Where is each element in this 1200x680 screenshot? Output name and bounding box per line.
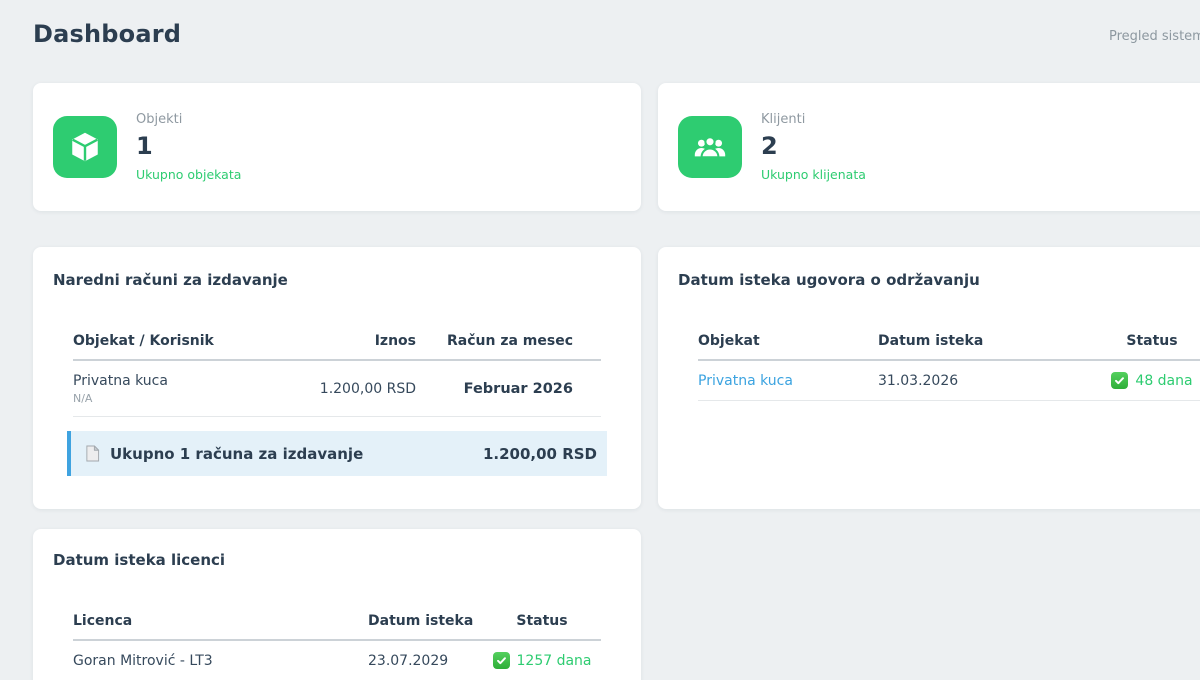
summary-total: 1.200,00 RSD [482,444,597,463]
table-row: Goran Mitrović - LT3 23.07.2029 1257 dan… [73,641,601,680]
invoice-user: N/A [73,392,93,406]
card-title: Datum isteka ugovora o održavanju [678,271,980,289]
invoice-object: Privatna kuca [73,373,168,389]
column-header: Objekat / Korisnik [73,333,214,349]
upcoming-invoices-card: Naredni računi za izdavanje Objekat / Ko… [33,247,641,509]
card-title: Datum isteka licenci [53,551,226,569]
contract-object-link[interactable]: Privatna kuca [698,372,793,389]
invoice-month: Februar 2026 [463,380,573,397]
topbar: Dashboard Pregled sistema [33,0,1200,83]
page-title: Dashboard [33,20,182,48]
column-header: Status [516,613,568,629]
column-header: Datum isteka [368,613,474,629]
page-subtitle: Pregled sistema [1109,29,1200,44]
contracts-table: Objekat Datum isteka Status Privatna kuc… [698,333,1200,401]
cube-icon [53,116,117,178]
column-header: Licenca [73,613,133,629]
contract-status: 48 dana [1078,372,1200,389]
column-header: Iznos [374,333,416,349]
status-badge: 48 dana [1111,372,1193,389]
stat-label: Klijenti [761,112,806,128]
license-status: 1257 dana [483,652,601,669]
table-header-row: Objekat Datum isteka Status [698,333,1200,361]
invoices-table: Objekat / Korisnik Iznos Račun za mesec … [73,333,601,418]
license-expiry-date: 23.07.2029 [368,652,449,669]
column-header: Status [1126,333,1178,349]
invoice-amount: 1.200,00 RSD [319,380,416,397]
column-header: Datum isteka [878,333,984,349]
invoices-summary-bar: Ukupno 1 računa za izdavanje 1.200,00 RS… [67,431,607,477]
status-days: 1257 dana [516,652,592,669]
stat-card-clients: Klijenti 2 Ukupno klijenata [658,83,1200,211]
column-header: Račun za mesec [446,333,573,349]
contract-expiry-date: 31.03.2026 [878,372,959,389]
maintenance-contracts-card: Datum isteka ugovora o održavanju Objeka… [658,247,1200,509]
table-row: Privatna kuca 31.03.2026 48 dana [698,361,1200,401]
stat-card-objects: Objekti 1 Ukupno objekata [33,83,641,211]
summary-label: Ukupno 1 računa za izdavanje [110,444,364,463]
check-icon [1111,372,1129,389]
stat-label: Objekti [136,112,183,128]
table-header-row: Licenca Datum isteka Status [73,613,601,641]
status-days: 48 dana [1135,372,1193,389]
table-row: Privatna kuca N/A 1.200,00 RSD Februar 2… [73,361,601,418]
status-badge: 1257 dana [492,652,592,669]
column-header: Objekat [698,333,760,349]
users-icon [678,116,742,178]
stat-value: 1 [136,132,153,161]
card-title: Naredni računi za izdavanje [53,271,288,289]
file-icon [85,445,100,462]
stat-caption: Ukupno objekata [136,166,242,182]
check-icon [492,652,510,669]
license-name: Goran Mitrović - LT3 [73,652,213,669]
licenses-table: Licenca Datum isteka Status Goran Mitrov… [73,613,601,680]
stat-caption: Ukupno klijenata [761,166,866,182]
table-header-row: Objekat / Korisnik Iznos Račun za mesec [73,333,601,361]
licenses-card: Datum isteka licenci Licenca Datum istek… [33,529,641,680]
stat-value: 2 [761,132,778,161]
